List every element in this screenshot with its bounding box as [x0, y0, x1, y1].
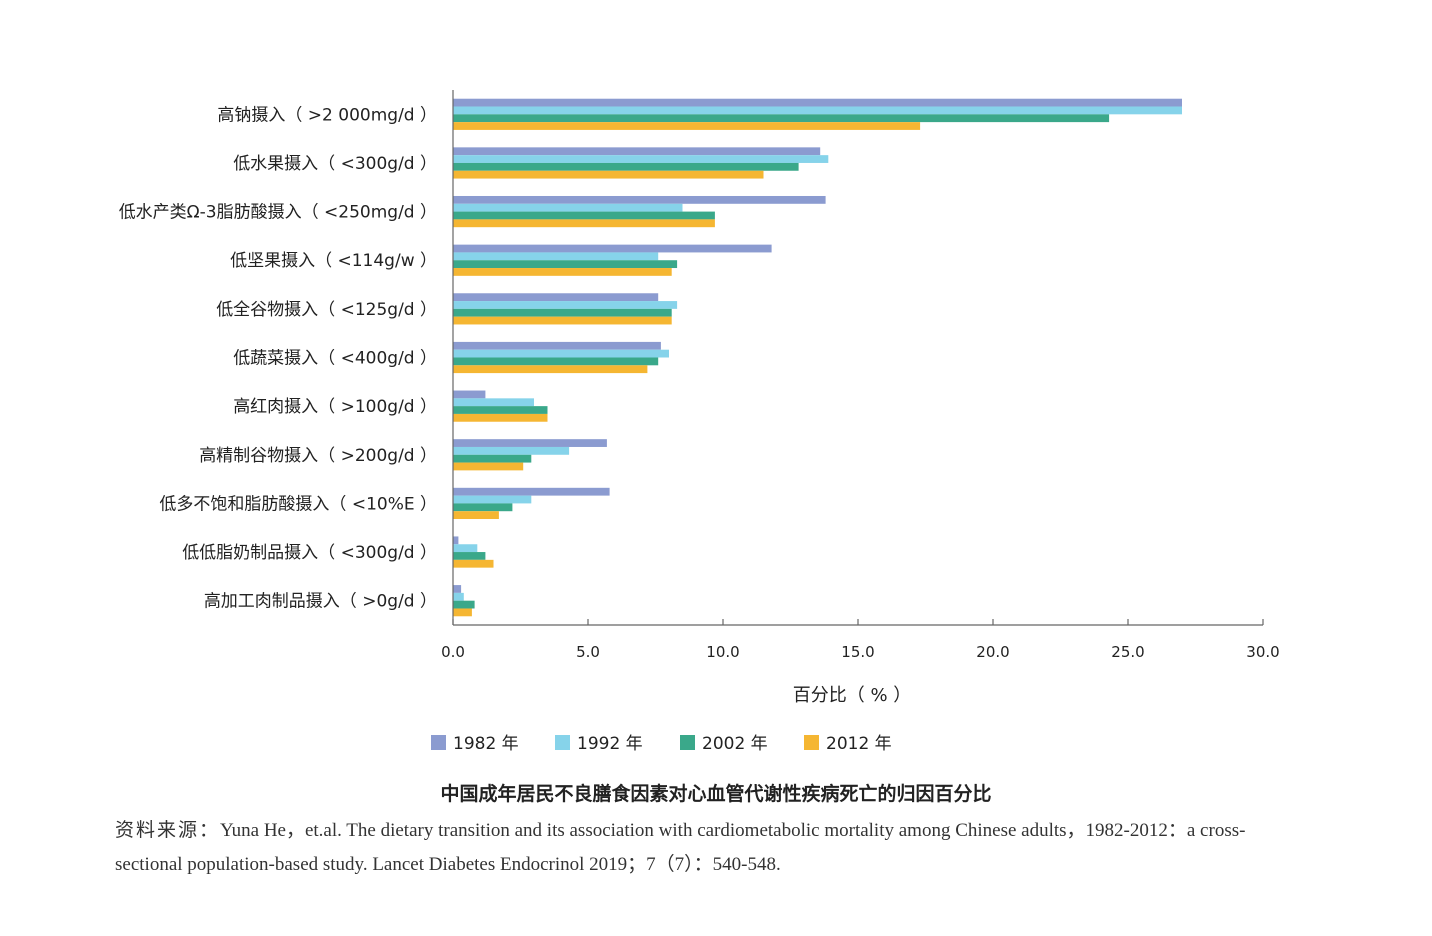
bar-4-series-4 — [453, 268, 672, 276]
bar-3-series-4 — [453, 219, 715, 228]
category-label: 低蔬菜摄入（ <400g/d ） — [233, 349, 437, 369]
x-tick-label: 20.0 — [976, 643, 1009, 661]
bar-2-series-4 — [453, 170, 764, 179]
bar-6-series-3 — [453, 357, 659, 366]
bar-8-series-4 — [453, 462, 524, 471]
bar-10-series-4 — [453, 559, 494, 568]
bar-11-series-3 — [453, 600, 475, 609]
bar-1-series-1 — [453, 98, 1182, 107]
bar-3-series-3 — [453, 211, 715, 220]
source-text: Yuna He，et.al. The dietary transition an… — [115, 820, 1246, 875]
bar-11-series-1 — [453, 585, 462, 593]
bar-11-series-4 — [453, 608, 472, 617]
x-axis-label: 百分比（ % ） — [793, 685, 912, 706]
bar-10-series-2 — [453, 544, 478, 553]
x-tick-label: 30.0 — [1246, 643, 1279, 661]
bar-3-series-2 — [453, 203, 683, 212]
category-label: 低坚果摄入（ <114g/w ） — [230, 251, 437, 271]
bar-6-series-2 — [453, 349, 669, 358]
bar-2-series-1 — [453, 147, 821, 156]
bar-5-series-3 — [453, 308, 672, 317]
bar-9-series-1 — [453, 487, 610, 496]
legend-swatch-3 — [680, 735, 695, 750]
bar-1-series-4 — [453, 122, 921, 130]
bar-10-series-1 — [453, 536, 459, 545]
axes — [452, 90, 1264, 626]
category-label: 高加工肉制品摄入（ >0g/d ） — [204, 592, 437, 612]
bar-7-series-4 — [453, 413, 548, 422]
legend-swatch-4 — [804, 735, 819, 750]
bar-1-series-3 — [453, 114, 1110, 123]
x-tick-label: 15.0 — [841, 643, 874, 661]
bar-7-series-2 — [453, 398, 534, 407]
source-citation: 资料来源：Yuna He，et.al. The dietary transiti… — [115, 814, 1305, 882]
legend-swatch-2 — [555, 735, 570, 750]
bar-1-series-2 — [453, 106, 1182, 115]
bar-5-series-1 — [453, 293, 659, 302]
category-label: 低低脂奶制品摄入（ <300g/d ） — [182, 543, 437, 563]
bar-8-series-3 — [453, 454, 532, 463]
legend-label-4: 2012 年 — [826, 734, 892, 754]
bars-group — [453, 98, 1182, 617]
bar-7-series-3 — [453, 406, 548, 414]
category-label: 低多不饱和脂肪酸摄入（ <10%E ） — [159, 494, 437, 514]
bar-9-series-3 — [453, 503, 513, 512]
category-label: 低全谷物摄入（ <125g/d ） — [216, 300, 437, 320]
bar-6-series-1 — [453, 341, 661, 350]
bar-7-series-1 — [453, 390, 486, 399]
x-tick-label: 25.0 — [1111, 643, 1144, 661]
bar-10-series-3 — [453, 552, 486, 560]
x-tick-label: 10.0 — [706, 643, 739, 661]
bar-11-series-2 — [453, 592, 464, 601]
legend-label-3: 2002 年 — [702, 734, 768, 754]
bar-5-series-2 — [453, 301, 678, 309]
bar-9-series-4 — [453, 511, 499, 520]
category-label: 高精制谷物摄入（ >200g/d ） — [199, 446, 437, 466]
figure-caption: 中国成年居民不良膳食因素对心血管代谢性疾病死亡的归因百分比 — [440, 783, 992, 805]
bar-chart: 高钠摄入（ >2 000mg/d ） 低水果摄入（ <300g/d ） 低水产类Ω-… — [119, 90, 1280, 754]
source-prefix: 资料来源： — [115, 820, 221, 841]
x-tick-labels: 0.0 5.0 10.0 15.0 20.0 25.0 30.0 — [441, 643, 1280, 661]
bar-4-series-3 — [453, 260, 678, 269]
bar-9-series-2 — [453, 495, 532, 504]
category-label: 高钠摄入（ >2 000mg/d ） — [217, 105, 437, 125]
bar-5-series-4 — [453, 316, 672, 325]
bar-8-series-1 — [453, 439, 607, 447]
category-label: 低水产类Ω-3脂肪酸摄入（ <250mg/d ） — [119, 203, 437, 223]
x-tick-label: 0.0 — [441, 643, 465, 661]
category-label: 低水果摄入（ <300g/d ） — [233, 154, 437, 174]
x-tick-label: 5.0 — [576, 643, 600, 661]
legend-label-2: 1992 年 — [577, 734, 643, 754]
legend: 1982 年 1992 年 2002 年 2012 年 — [431, 734, 892, 754]
bar-2-series-3 — [453, 162, 799, 171]
bar-4-series-1 — [453, 244, 772, 253]
bar-3-series-1 — [453, 195, 826, 204]
legend-swatch-1 — [431, 735, 446, 750]
category-labels: 高钠摄入（ >2 000mg/d ） 低水果摄入（ <300g/d ） 低水产类Ω-… — [119, 105, 437, 611]
bar-8-series-2 — [453, 446, 570, 455]
category-label: 高红肉摄入（ >100g/d ） — [233, 397, 437, 417]
bar-2-series-2 — [453, 155, 829, 163]
bar-6-series-4 — [453, 365, 648, 374]
bar-4-series-2 — [453, 252, 659, 261]
legend-label-1: 1982 年 — [453, 734, 519, 754]
